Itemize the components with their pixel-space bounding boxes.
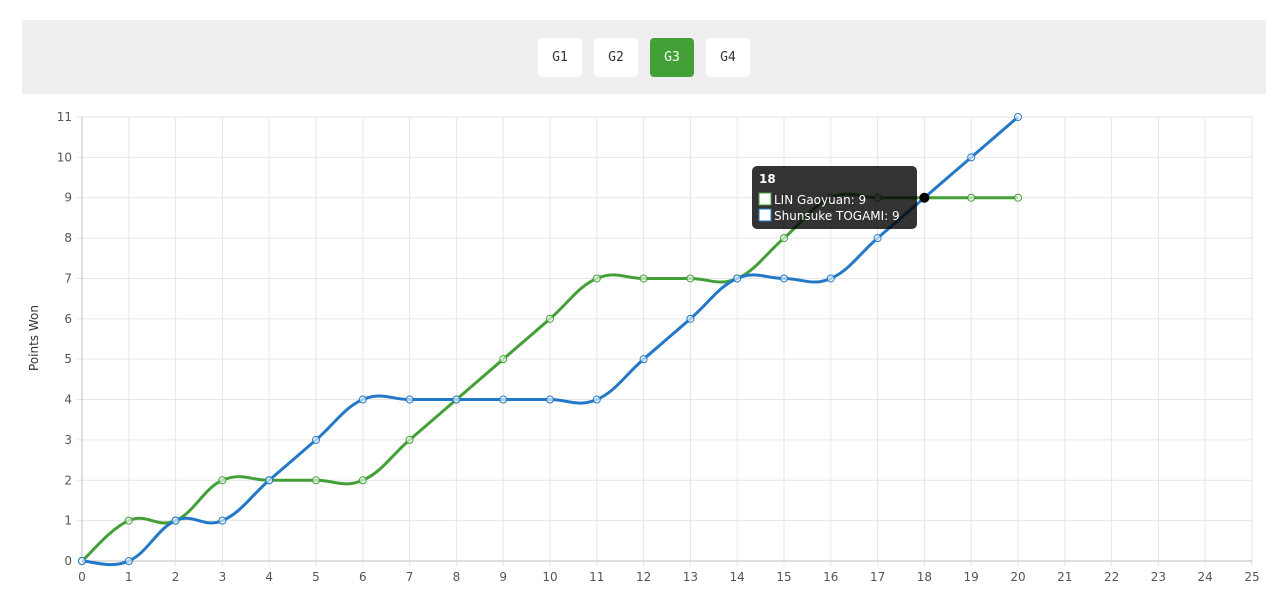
data-point-shunsuke-togami [405, 395, 414, 404]
data-point-shunsuke-togami [171, 516, 180, 525]
chart-series [78, 113, 1022, 567]
points-won-chart: 0 1 2 3 4 5 6 7 8 9 10 11 12 13 14 15 16 17 18 19 20 21 22 23 24… [27, 110, 1260, 584]
y-tick-label: 6 [64, 312, 72, 326]
x-tick-label: 17 [870, 570, 885, 584]
x-tick-label: 13 [683, 570, 698, 584]
tooltip-title: 18 [759, 172, 776, 186]
tooltip-item: Shunsuke TOGAMI: 9 [774, 209, 900, 223]
data-point-shunsuke-togami [452, 395, 461, 404]
y-tick-label: 2 [64, 473, 72, 487]
data-point-lin-gaoyuan [546, 314, 554, 323]
x-tick-label: 18 [917, 570, 932, 584]
x-tick-label: 6 [359, 570, 367, 584]
data-point-lin-gaoyuan [967, 193, 976, 202]
data-point-shunsuke-togami [546, 395, 554, 404]
chart-axes: 0 1 2 3 4 5 6 7 8 9 10 11 12 13 14 15 16 17 18 19 20 21 22 23 24… [57, 110, 1260, 584]
x-tick-label: 1 [125, 570, 133, 584]
x-tick-label: 16 [823, 570, 838, 584]
data-point-shunsuke-togami [733, 274, 742, 283]
data-point-shunsuke-togami [78, 557, 86, 565]
x-tick-label: 10 [542, 570, 557, 584]
data-point-lin-gaoyuan [592, 274, 601, 283]
y-axis-label: Points Won [27, 305, 41, 371]
chart-tooltip: 18 LIN Gaoyuan: 9 Shunsuke TOGAMI: 9 [752, 166, 917, 229]
y-tick-label: 8 [64, 231, 72, 245]
data-point-lin-gaoyuan [639, 274, 648, 283]
data-point-lin-gaoyuan [312, 476, 320, 485]
y-tick-label: 0 [64, 554, 72, 568]
data-point-lin-gaoyuan [218, 476, 227, 485]
x-tick-label: 20 [1010, 570, 1025, 584]
data-point-shunsuke-togami [967, 153, 976, 162]
data-point-lin-gaoyuan [405, 435, 414, 444]
data-point-lin-gaoyuan [1014, 193, 1022, 202]
data-point-lin-gaoyuan [499, 355, 508, 364]
y-tick-label: 10 [57, 150, 72, 164]
data-point-shunsuke-togami [639, 355, 648, 364]
data-point-shunsuke-togami [358, 395, 367, 404]
data-point-lin-gaoyuan [358, 476, 367, 485]
x-tick-label: 15 [776, 570, 791, 584]
tooltip-swatch [758, 208, 772, 222]
y-tick-label: 11 [57, 110, 72, 124]
tab-g2[interactable]: G2 [594, 37, 638, 77]
x-tick-label: 25 [1244, 570, 1259, 584]
x-tick-label: 12 [636, 570, 651, 584]
tab-g1[interactable]: G1 [538, 37, 582, 77]
y-tick-label: 5 [64, 352, 72, 366]
data-point-lin-gaoyuan [124, 516, 133, 525]
tooltip-item: LIN Gaoyuan: 9 [774, 193, 866, 207]
x-tick-label: 21 [1057, 570, 1072, 584]
data-point-shunsuke-togami [265, 476, 274, 485]
x-tick-label: 24 [1198, 570, 1213, 584]
x-tick-label: 23 [1151, 570, 1166, 584]
y-tick-label: 9 [64, 191, 72, 205]
data-point-lin-gaoyuan [780, 234, 788, 243]
hovered-point [919, 192, 930, 203]
data-point-shunsuke-togami [1014, 113, 1022, 121]
data-point-shunsuke-togami [218, 516, 227, 525]
data-point-shunsuke-togami [592, 395, 601, 404]
x-tick-label: 4 [265, 570, 273, 584]
chart-grid [77, 116, 1253, 566]
data-point-shunsuke-togami [780, 274, 788, 283]
x-tick-label: 0 [78, 570, 86, 584]
x-tick-label: 7 [406, 570, 414, 584]
x-tick-label: 9 [499, 570, 507, 584]
x-tick-label: 5 [312, 570, 320, 584]
data-point-shunsuke-togami [686, 314, 695, 323]
y-tick-label: 7 [64, 271, 72, 285]
x-tick-label: 11 [589, 570, 604, 584]
x-tick-label: 22 [1104, 570, 1119, 584]
game-tab-bar: G1 G2 G3 G4 [22, 20, 1266, 94]
data-point-shunsuke-togami [124, 557, 133, 565]
x-tick-label: 14 [730, 570, 745, 584]
tab-g4[interactable]: G4 [706, 37, 750, 77]
data-point-shunsuke-togami [826, 274, 835, 283]
tab-g3[interactable]: G3 [650, 37, 694, 77]
y-tick-label: 1 [64, 514, 72, 528]
x-tick-label: 2 [172, 570, 180, 584]
data-point-shunsuke-togami [312, 435, 320, 444]
y-tick-label: 4 [64, 393, 72, 407]
tooltip-box [752, 166, 917, 229]
x-tick-label: 3 [219, 570, 227, 584]
x-tick-label: 8 [453, 570, 461, 584]
data-point-shunsuke-togami [499, 395, 508, 404]
data-point-shunsuke-togami [873, 234, 882, 243]
y-tick-label: 3 [64, 433, 72, 447]
x-tick-label: 19 [964, 570, 979, 584]
data-point-lin-gaoyuan [686, 274, 695, 283]
tooltip-swatch [758, 192, 772, 206]
